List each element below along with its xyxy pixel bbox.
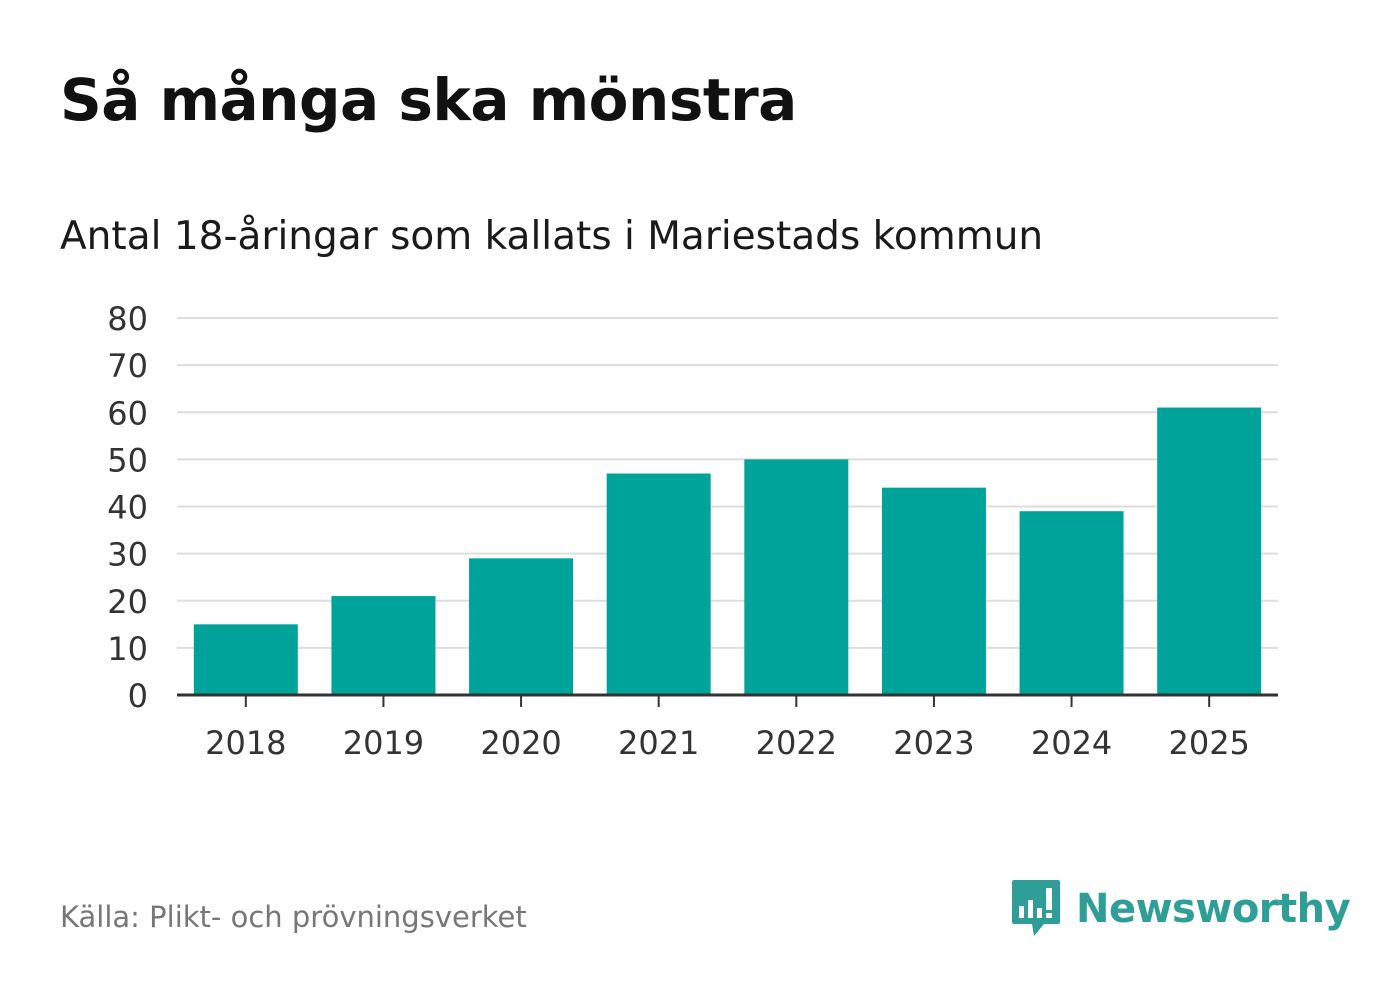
y-axis-ticks: 0 10 20 30 40 50 60 70 80 — [107, 300, 148, 715]
bar-2024 — [1019, 511, 1124, 695]
bar-2025 — [1157, 407, 1262, 695]
x-axis-ticks: 2018 2019 2020 2021 2022 2023 2024 2025 — [205, 695, 1250, 762]
x-tick-label: 2024 — [1031, 724, 1112, 762]
x-tick-label: 2018 — [205, 724, 286, 762]
brand-name: Newsworthy — [1076, 886, 1351, 932]
x-tick-label: 2020 — [480, 724, 561, 762]
y-tick-label: 20 — [107, 583, 148, 621]
x-tick-label: 2019 — [343, 724, 424, 762]
x-tick-label: 2022 — [756, 724, 837, 762]
y-tick-label: 80 — [107, 300, 148, 338]
newsworthy-chart-bubble-icon — [1012, 880, 1060, 936]
x-tick-label: 2023 — [893, 724, 974, 762]
y-tick-label: 10 — [107, 630, 148, 668]
y-tick-label: 70 — [107, 347, 148, 385]
x-tick-label: 2025 — [1168, 724, 1249, 762]
y-tick-label: 50 — [107, 441, 148, 479]
gridlines — [177, 317, 1278, 649]
x-tick-label: 2021 — [618, 724, 699, 762]
y-tick-label: 60 — [107, 394, 148, 432]
chart-subtitle: Antal 18-åringar som kallats i Mariestad… — [60, 214, 1044, 259]
y-tick-label: 0 — [128, 677, 148, 715]
bar-2022 — [744, 459, 849, 695]
bar-2018 — [193, 624, 298, 695]
bar-2019 — [331, 596, 436, 695]
bar-2023 — [881, 487, 986, 695]
bars — [193, 407, 1262, 695]
y-tick-label: 40 — [107, 489, 148, 527]
bar-2020 — [469, 558, 574, 695]
source-note: Källa: Plikt- och prövningsverket — [60, 900, 527, 934]
y-tick-label: 30 — [107, 536, 148, 574]
newsworthy-logo: Newsworthy — [1010, 878, 1351, 940]
chart-title: Så många ska mönstra — [60, 66, 797, 134]
bar-2021 — [606, 473, 711, 695]
